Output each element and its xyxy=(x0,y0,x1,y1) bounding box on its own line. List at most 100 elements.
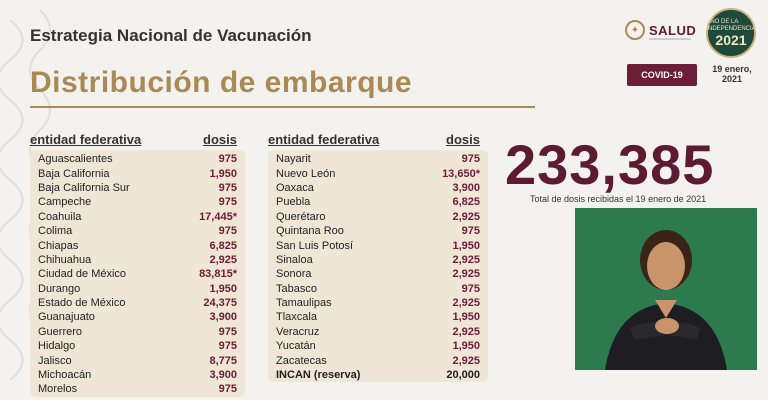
salud-underline xyxy=(649,38,691,40)
dose-value: 975 xyxy=(218,225,237,238)
table-row: Jalisco 8,775 xyxy=(30,353,245,367)
entity-name: Guanajuato xyxy=(38,311,95,324)
entity-name: Durango xyxy=(38,282,81,295)
table-row: Aguascalientes 975 xyxy=(30,152,245,166)
table-row: Ciudad de México 83,815* xyxy=(30,267,245,281)
entity-name: Nuevo León xyxy=(276,167,336,180)
date-line1: 19 enero, xyxy=(712,64,752,74)
dose-value: 975 xyxy=(218,181,237,194)
table-row: Nuevo León 13,650* xyxy=(268,166,488,180)
entity-name: Ciudad de México xyxy=(38,268,127,281)
dose-value: 2,925 xyxy=(452,325,480,338)
table-body: Aguascalientes 975 Baja California 1,950 Baj… xyxy=(30,150,245,397)
entity-name: Oaxaca xyxy=(276,181,314,194)
table-row: Puebla 6,825 xyxy=(268,195,488,209)
eagle-seal-icon: ✦ xyxy=(625,20,645,40)
table-row: Baja California 1,950 xyxy=(30,166,245,180)
table-row: Guerrero 975 xyxy=(30,325,245,339)
date-line2: 2021 xyxy=(721,74,743,84)
distribution-table-left: entidad federativa dosis Aguascalientes 9… xyxy=(30,132,245,397)
table-row: Chihuahua 2,925 xyxy=(30,253,245,267)
year-2021-logo: AÑO DE LA INDEPENDENCIA 2021 xyxy=(706,8,756,58)
dose-value: 6,825 xyxy=(209,239,237,252)
table-row: Sonora 2,925 xyxy=(268,267,488,281)
table-row: Veracruz 2,925 xyxy=(268,325,488,339)
dose-value: 2,925 xyxy=(452,253,480,266)
entity-name: Sinaloa xyxy=(276,253,313,266)
dose-value: 2,925 xyxy=(452,354,480,367)
dose-value: 975 xyxy=(218,196,237,209)
year-caption: AÑO DE LA INDEPENDENCIA xyxy=(706,19,756,32)
table-row: Baja California Sur 975 xyxy=(30,181,245,195)
dose-value: 1,950 xyxy=(209,282,237,295)
table-row: Tabasco 975 xyxy=(268,282,488,296)
table-row: Campeche 975 xyxy=(30,195,245,209)
entity-name: Baja California Sur xyxy=(38,181,130,194)
table-row: Yucatán 1,950 xyxy=(268,339,488,353)
table-body: Nayarit 975 Nuevo León 13,650* Oaxaca 3,900 Pu… xyxy=(268,150,488,383)
entity-name: Baja California xyxy=(38,167,110,180)
table-row: Estado de México 24,375 xyxy=(30,296,245,310)
year-label: 2021 xyxy=(715,32,747,48)
dose-value: 13,650* xyxy=(442,167,480,180)
interpreter-figure-icon xyxy=(605,230,727,370)
dose-value: 2,925 xyxy=(452,210,480,223)
table-row: Querétaro 2,925 xyxy=(268,210,488,224)
sign-language-interpreter-video xyxy=(575,208,757,370)
entity-name: Tlaxcala xyxy=(276,311,317,324)
dose-value: 975 xyxy=(218,153,237,166)
column-header-doses: dosis xyxy=(203,132,237,147)
dose-value: 975 xyxy=(218,383,237,396)
page-title: Distribución de embarque xyxy=(30,66,413,99)
entity-name: Morelos xyxy=(38,383,78,396)
entity-name: Campeche xyxy=(38,196,92,209)
table-row: Tlaxcala 1,950 xyxy=(268,310,488,324)
dose-value: 2,925 xyxy=(452,297,480,310)
entity-name: Chihuahua xyxy=(38,253,92,266)
salud-label: SALUD xyxy=(649,22,697,38)
dose-value: 20,000 xyxy=(446,369,480,382)
table-row: Colima 975 xyxy=(30,224,245,238)
dose-value: 975 xyxy=(461,225,480,238)
dose-value: 1,950 xyxy=(452,340,480,353)
column-header-entity: entidad federativa xyxy=(30,132,142,147)
entity-name: INCAN (reserva) xyxy=(276,369,361,382)
dose-value: 6,825 xyxy=(452,196,480,209)
dose-value: 1,950 xyxy=(209,167,237,180)
page-subtitle: Estrategia Nacional de Vacunación xyxy=(30,26,312,45)
dose-value: 2,925 xyxy=(209,253,237,266)
table-header: entidad federativa dosis xyxy=(268,132,488,150)
table-row: Nayarit 975 xyxy=(268,152,488,166)
entity-name: Veracruz xyxy=(276,325,320,338)
entity-name: Puebla xyxy=(276,196,311,209)
entity-name: Guerrero xyxy=(38,325,83,338)
dose-value: 975 xyxy=(461,282,480,295)
table-row: Morelos 975 xyxy=(30,382,245,396)
dose-value: 975 xyxy=(218,325,237,338)
entity-name: Jalisco xyxy=(38,354,72,367)
table-row: Michoacán 3,900 xyxy=(30,368,245,382)
table-row: Tamaulipas 2,925 xyxy=(268,296,488,310)
covid-badge: COVID-19 xyxy=(627,64,697,86)
column-header-doses: dosis xyxy=(446,132,480,147)
entity-name: Michoacán xyxy=(38,369,92,382)
dose-value: 3,900 xyxy=(209,311,237,324)
table-row: Zacatecas 2,925 xyxy=(268,353,488,367)
salud-logo: ✦ SALUD xyxy=(625,20,696,40)
dose-value: 2,925 xyxy=(452,268,480,281)
dose-value: 17,445* xyxy=(199,210,237,223)
entity-name: Quintana Roo xyxy=(276,225,344,238)
entity-name: Nayarit xyxy=(276,153,311,166)
table-row: INCAN (reserva) 20,000 xyxy=(268,368,488,382)
entity-name: Tabasco xyxy=(276,282,317,295)
entity-name: Colima xyxy=(38,225,73,238)
entity-name: Estado de México xyxy=(38,297,126,310)
table-header: entidad federativa dosis xyxy=(30,132,245,150)
entity-name: Coahuila xyxy=(38,210,82,223)
table-row: Chiapas 6,825 xyxy=(30,238,245,252)
entity-name: Tamaulipas xyxy=(276,297,332,310)
dose-value: 83,815* xyxy=(199,268,237,281)
table-row: Oaxaca 3,900 xyxy=(268,181,488,195)
dose-value: 8,775 xyxy=(209,354,237,367)
table-row: San Luis Potosí 1,950 xyxy=(268,238,488,252)
